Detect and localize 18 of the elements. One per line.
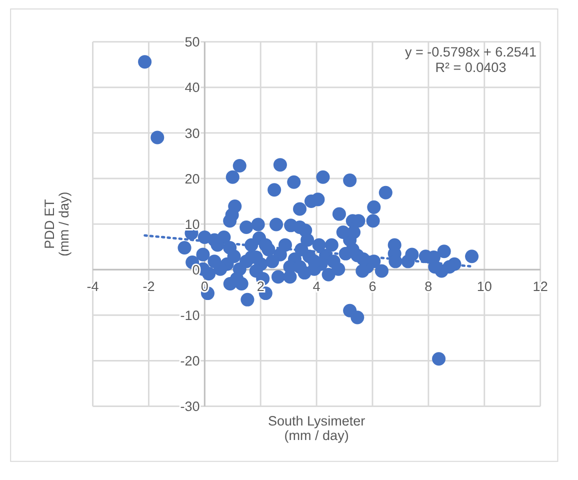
y-tick-label: 40	[184, 80, 200, 96]
y-tick-label: 10	[184, 216, 200, 232]
y-tick-label: -20	[180, 354, 200, 369]
x-tick-label: 4	[312, 278, 321, 294]
x-tick-label: 8	[424, 278, 432, 294]
y-tick-label: -10	[180, 308, 200, 323]
x-axis-title: South Lysimeter (mm / day)	[268, 414, 366, 444]
y-axis-title: PDD ET (mm / day)	[42, 192, 72, 256]
x-tick-label: 12	[532, 278, 548, 294]
y-tick-label: 20	[184, 171, 200, 186]
y-tick-label: -30	[180, 399, 200, 414]
x-tick-label: -4	[86, 278, 100, 294]
x-tick-label: 10	[476, 278, 492, 294]
annotation: y = -0.5798x + 6.2541 R² = 0.0403	[404, 44, 536, 75]
y-tick-label: 50	[184, 34, 200, 50]
x-tick-label: -2	[142, 278, 155, 294]
y-tick-label: 30	[184, 126, 200, 141]
x-tick-label: 6	[368, 278, 376, 294]
